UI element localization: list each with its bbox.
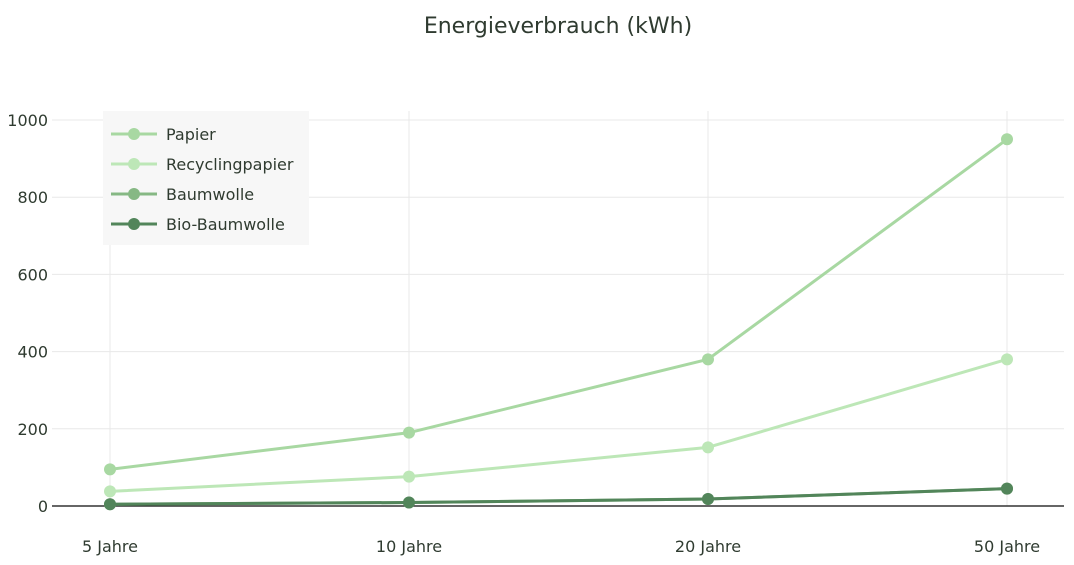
y-tick-label: 600 [17,265,48,284]
data-point[interactable] [104,463,116,476]
data-point[interactable] [702,353,714,366]
data-point[interactable] [104,498,116,511]
series-recyclingpapier [104,353,1013,498]
data-point[interactable] [702,441,714,454]
x-tick-label: 50 Jahre [974,537,1040,556]
axes: 0 200 400 600 800 1000 5 Jahre 10 Jahre 20 Jahre… [7,111,1064,556]
data-point[interactable] [702,493,714,506]
y-tick-label: 0 [38,497,48,516]
data-point[interactable] [403,496,415,509]
series-line [108,357,1009,493]
legend-item[interactable]: Papier [111,125,216,144]
y-tick-label: 800 [17,188,48,207]
legend-label: Papier [166,125,216,144]
data-point[interactable] [1001,353,1013,366]
legend-item[interactable]: Baumwolle [111,185,254,204]
data-point[interactable] [1001,482,1013,495]
series-line [108,137,1009,471]
y-tick-label: 400 [17,343,48,362]
legend-label: Bio-Baumwolle [166,215,285,234]
legend-swatch-marker [128,128,140,140]
data-point[interactable] [1001,133,1013,146]
chart-title: Energieverbrauch (kWh) [424,14,692,39]
series-layer [104,133,1013,511]
series-line [108,487,1009,506]
legend-swatch-marker [128,218,140,230]
y-tick-label: 200 [17,420,48,439]
series-papier [104,133,1013,476]
legend-swatch-marker [128,188,140,200]
x-tick-label: 20 Jahre [675,537,741,556]
series-bio-baumwolle [104,482,1013,511]
data-point[interactable] [403,470,415,483]
y-tick-label: 1000 [7,111,48,130]
data-point[interactable] [403,426,415,439]
legend-label: Baumwolle [166,185,254,204]
data-point[interactable] [104,485,116,498]
legend-item[interactable]: Bio-Baumwolle [111,215,285,234]
legend-item[interactable]: Recyclingpapier [111,155,294,174]
legend-label: Recyclingpapier [166,155,294,174]
x-tick-label: 10 Jahre [376,537,442,556]
legend-swatch-marker [128,158,140,170]
x-tick-label: 5 Jahre [82,537,138,556]
legend[interactable]: Papier Recyclingpapier Baumwolle Bio-Baumwo… [103,111,309,245]
